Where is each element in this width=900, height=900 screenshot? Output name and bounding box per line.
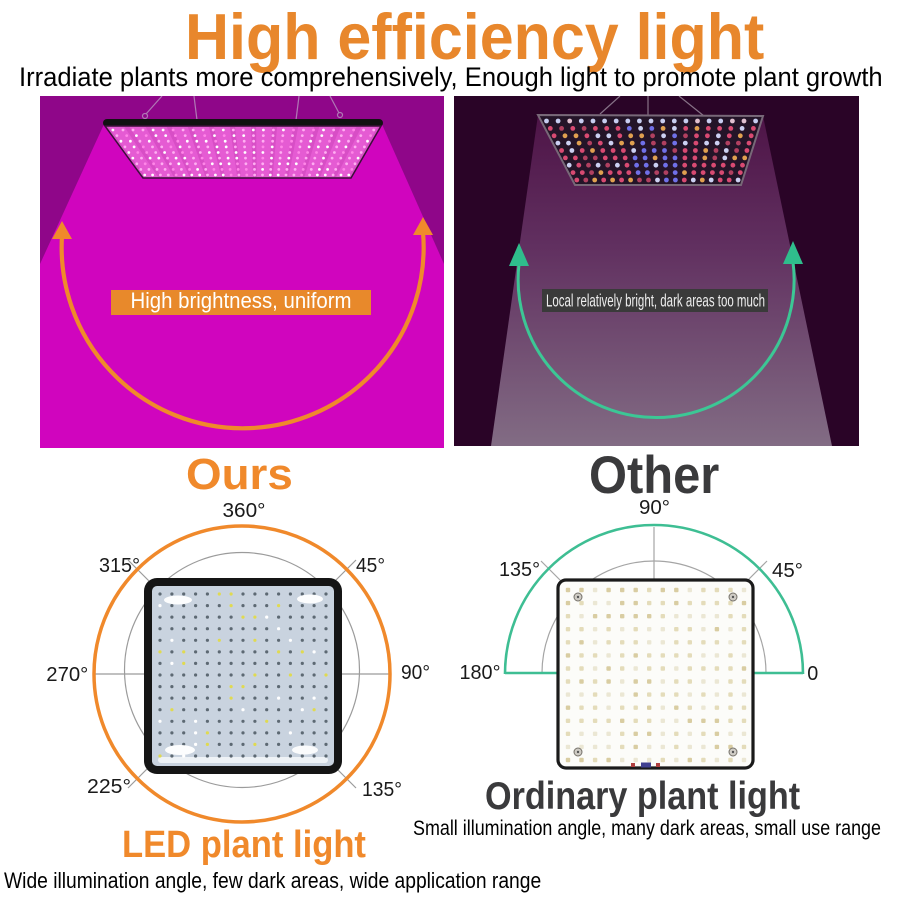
svg-text:45°: 45°: [356, 555, 385, 577]
svg-text:Local relatively bright, dark: Local relatively bright, dark areas too …: [546, 291, 765, 311]
svg-text:180°: 180°: [460, 662, 501, 684]
svg-text:0: 0: [807, 663, 818, 685]
svg-text:135°: 135°: [362, 779, 402, 801]
svg-text:High brightness, uniform: High brightness, uniform: [131, 288, 352, 313]
svg-text:315°: 315°: [99, 555, 140, 577]
svg-text:360°: 360°: [223, 500, 266, 522]
svg-text:45°: 45°: [772, 560, 803, 582]
svg-text:270°: 270°: [46, 664, 88, 686]
svg-text:90°: 90°: [401, 662, 430, 684]
svg-text:225°: 225°: [87, 776, 131, 798]
svg-text:135°: 135°: [499, 559, 540, 581]
svg-text:90°: 90°: [639, 497, 670, 519]
